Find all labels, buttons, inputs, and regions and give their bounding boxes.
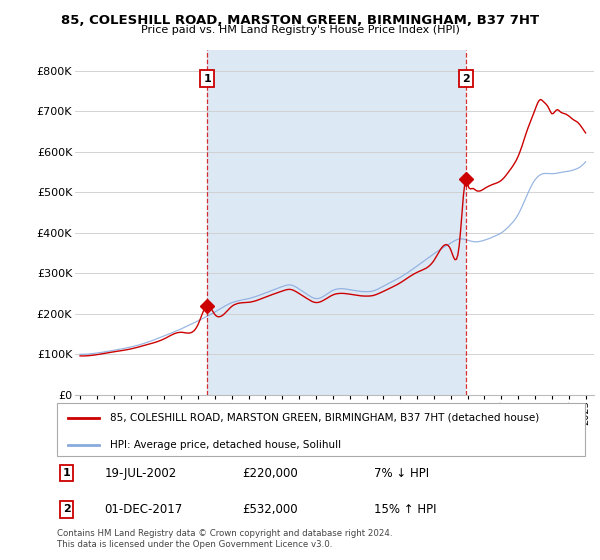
- Text: 01-DEC-2017: 01-DEC-2017: [104, 503, 183, 516]
- Text: Price paid vs. HM Land Registry's House Price Index (HPI): Price paid vs. HM Land Registry's House …: [140, 25, 460, 35]
- Text: £532,000: £532,000: [242, 503, 298, 516]
- Text: 19-JUL-2002: 19-JUL-2002: [104, 467, 177, 480]
- Text: This data is licensed under the Open Government Licence v3.0.: This data is licensed under the Open Gov…: [57, 540, 332, 549]
- Text: 85, COLESHILL ROAD, MARSTON GREEN, BIRMINGHAM, B37 7HT (detached house): 85, COLESHILL ROAD, MARSTON GREEN, BIRMI…: [110, 413, 539, 423]
- Text: Contains HM Land Registry data © Crown copyright and database right 2024.: Contains HM Land Registry data © Crown c…: [57, 529, 392, 538]
- Text: 1: 1: [62, 468, 70, 478]
- Text: HPI: Average price, detached house, Solihull: HPI: Average price, detached house, Soli…: [110, 440, 341, 450]
- FancyBboxPatch shape: [57, 403, 585, 456]
- Text: 1: 1: [203, 74, 211, 84]
- Text: 15% ↑ HPI: 15% ↑ HPI: [374, 503, 436, 516]
- Text: 7% ↓ HPI: 7% ↓ HPI: [374, 467, 429, 480]
- Text: £220,000: £220,000: [242, 467, 298, 480]
- Bar: [207, 50, 466, 395]
- Text: 85, COLESHILL ROAD, MARSTON GREEN, BIRMINGHAM, B37 7HT: 85, COLESHILL ROAD, MARSTON GREEN, BIRMI…: [61, 14, 539, 27]
- Text: 2: 2: [463, 74, 470, 84]
- Text: 2: 2: [62, 505, 70, 515]
